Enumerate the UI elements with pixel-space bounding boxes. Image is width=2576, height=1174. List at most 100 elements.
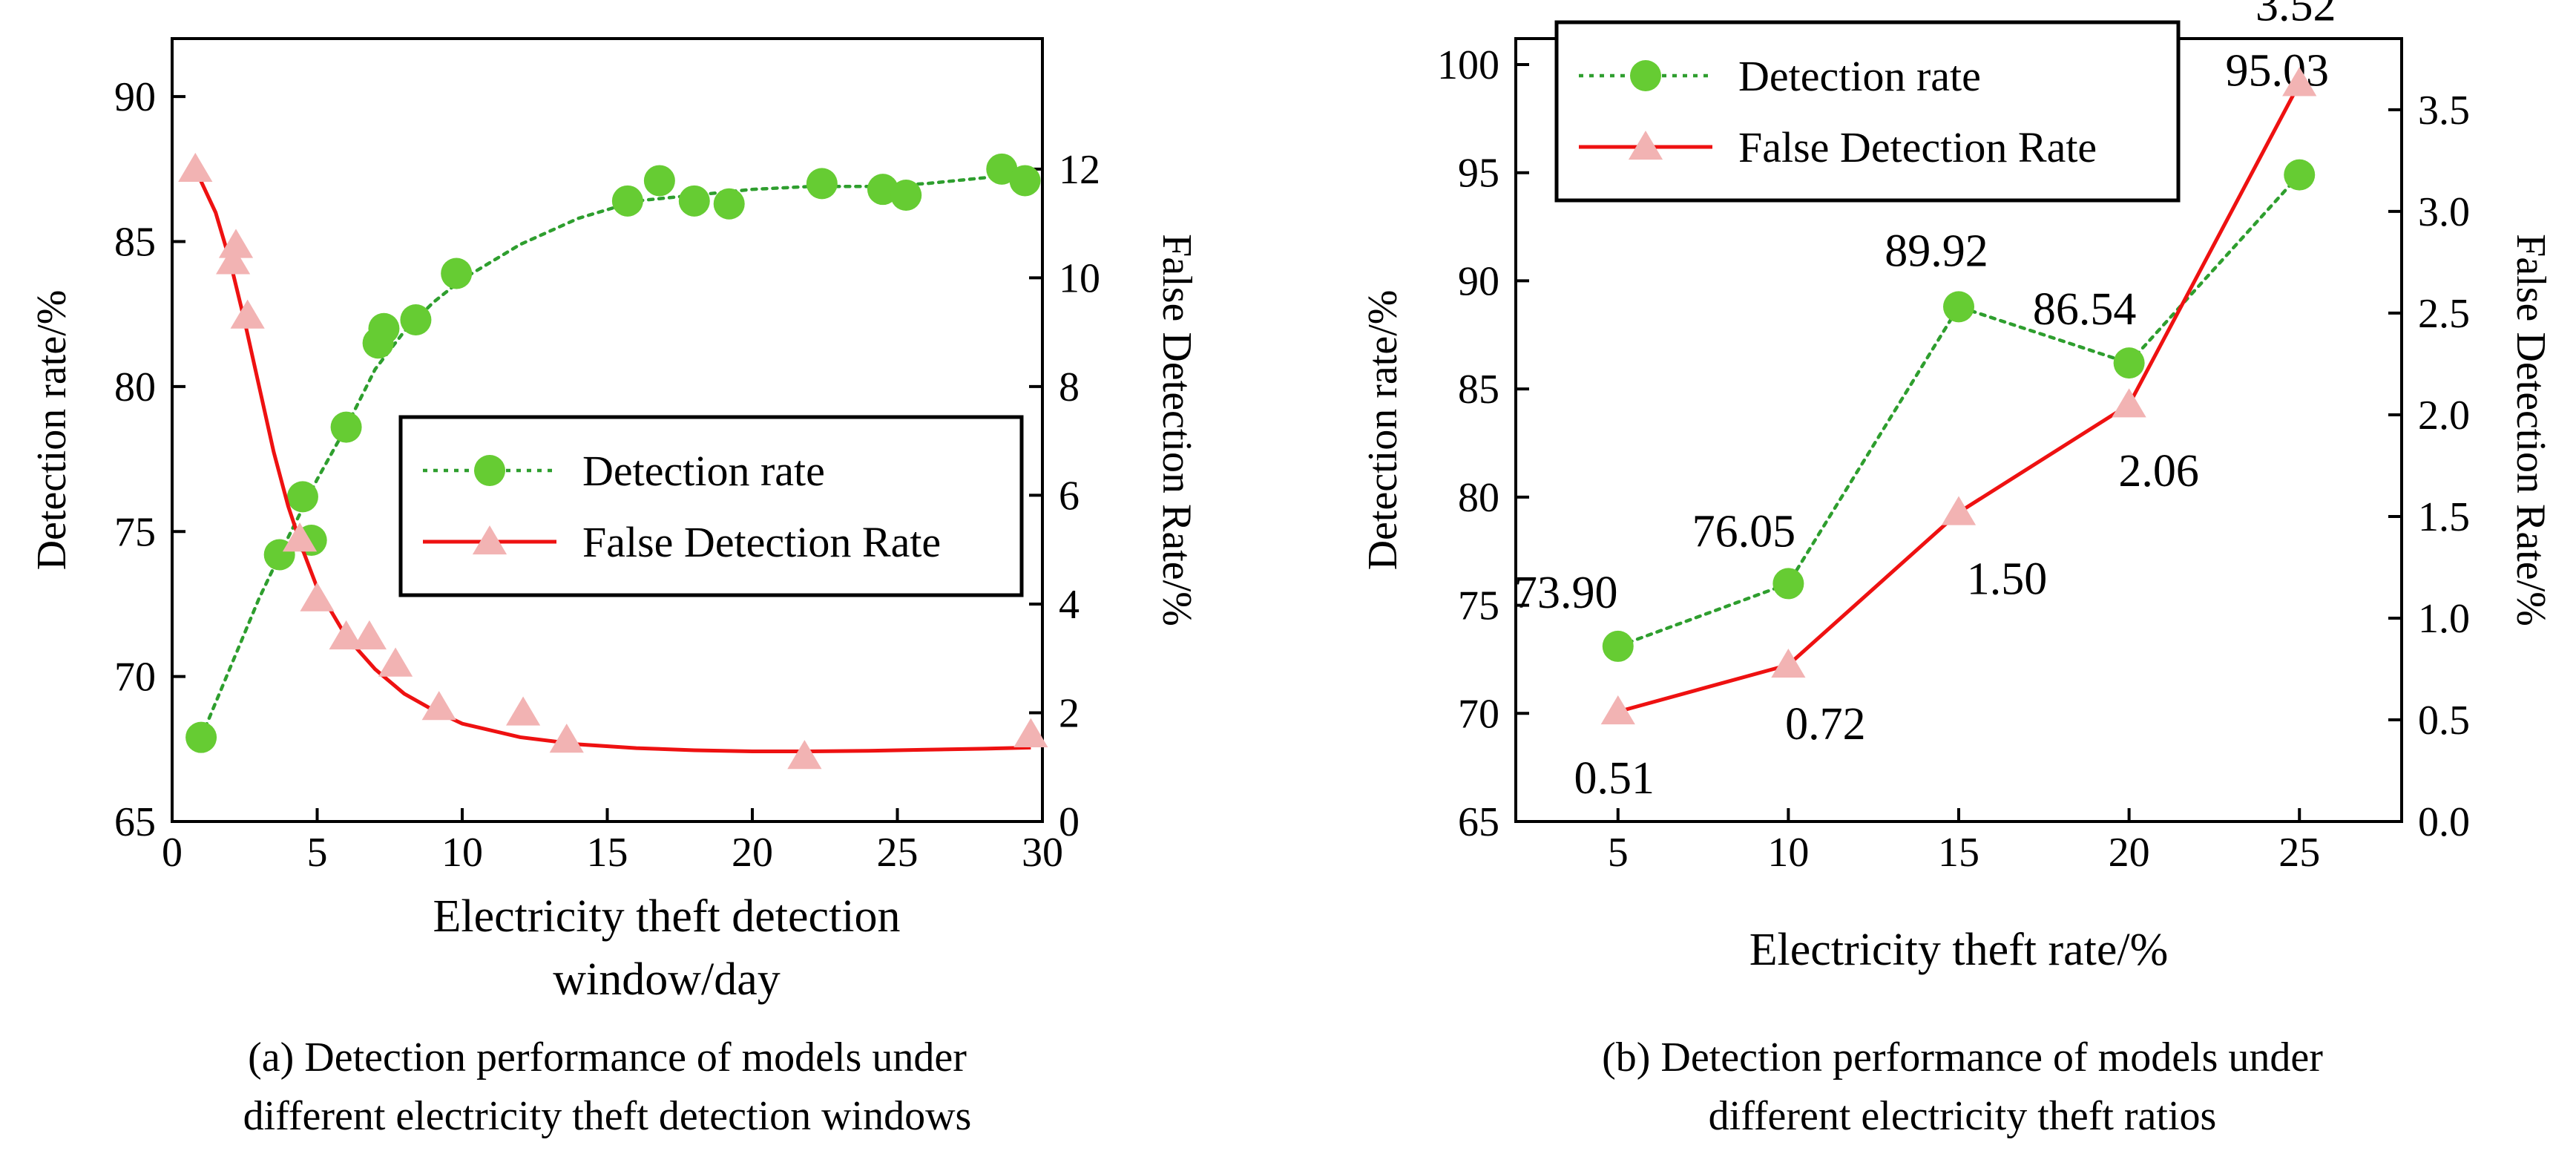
x-tick-label: 25: [877, 830, 919, 876]
chart-caption: different electricity theft detection wi…: [243, 1093, 972, 1139]
data-label: 0.51: [1574, 753, 1655, 804]
x-tick-label: 0: [162, 830, 183, 876]
data-label: 3.52: [2255, 0, 2336, 30]
x-axis-label: Electricity theft rate/%: [1749, 925, 2169, 975]
y2-tick-label: 8: [1059, 364, 1080, 410]
x-axis-label: window/day: [553, 954, 781, 1005]
x-tick-label: 5: [1608, 830, 1629, 876]
false-detection-rate-point: [787, 740, 822, 770]
x-tick-label: 5: [307, 830, 328, 876]
detection-rate-point: [2284, 159, 2316, 191]
chart-caption: (a) Detection performance of models unde…: [248, 1034, 967, 1080]
false-detection-rate-point: [1771, 649, 1806, 678]
x-tick-label: 15: [587, 830, 628, 876]
y2-tick-label: 1.0: [2418, 596, 2470, 642]
detection-rate-point: [1943, 291, 1974, 323]
detection-rate-point: [643, 165, 675, 197]
y2-axis-label: False Detection Rate/%: [2508, 234, 2554, 626]
y-axis-label: Detection rate/%: [1360, 290, 1406, 571]
chart-caption: (b) Detection performance of models unde…: [1602, 1034, 2323, 1080]
legend-false-marker: [472, 525, 507, 555]
y2-tick-label: 0: [1059, 799, 1080, 845]
x-tick-label: 30: [1022, 830, 1063, 876]
legend-detection-marker: [1630, 60, 1661, 91]
false-detection-rate-point: [230, 299, 265, 329]
y-tick-label: 65: [1458, 799, 1499, 845]
y2-tick-label: 2.5: [2418, 291, 2470, 337]
detection-rate-line: [199, 170, 1027, 739]
y-tick-label: 85: [114, 220, 156, 266]
y-tick-label: 90: [1458, 258, 1499, 304]
y2-axis-label: False Detection Rate/%: [1154, 234, 1200, 626]
y-tick-label: 85: [1458, 367, 1499, 413]
false-detection-rate-point: [282, 522, 318, 552]
detection-rate-point: [1772, 568, 1804, 600]
detection-rate-point: [1602, 630, 1634, 662]
y2-tick-label: 3.0: [2418, 189, 2470, 235]
false-detection-rate-point: [2112, 388, 2146, 418]
chart-panel-b: 5 10 15 20 25 65 70 75 80 85 90 95 100 0.0 0.5 1.0 1.5 2.…: [1360, 0, 2554, 1139]
y2-tick-label: 1.5: [2418, 494, 2470, 540]
legend-box: [1554, 20, 2181, 203]
detection-rate-point: [678, 185, 710, 217]
detection-rate-point: [400, 304, 432, 336]
y-tick-label: 100: [1437, 42, 1499, 88]
y-tick-label: 70: [114, 655, 156, 701]
detection-rate-point: [611, 185, 643, 217]
false-detection-rate-point: [1600, 695, 1635, 725]
legend-detection-marker: [474, 455, 505, 486]
x-tick-label: 15: [1938, 830, 1979, 876]
x-tick-label: 25: [2278, 830, 2320, 876]
false-detection-rate-point: [2282, 67, 2317, 96]
false-detection-rate-point: [378, 647, 413, 677]
data-label: 0.72: [1785, 699, 1866, 750]
x-tick-label: 10: [441, 830, 483, 876]
false-detection-rate-point: [300, 582, 335, 611]
y-tick-label: 75: [1458, 583, 1499, 629]
data-label: 2.06: [2118, 446, 2199, 496]
legend-label: Detection rate: [582, 447, 825, 495]
false-detection-rate-point: [216, 245, 251, 275]
y2-tick-label: 0.0: [2418, 799, 2470, 845]
y-tick-label: 95: [1458, 151, 1499, 197]
detection-rate-point: [2113, 347, 2145, 379]
data-label: 89.92: [1885, 226, 1988, 276]
y2-tick-label: 3.5: [2418, 88, 2470, 134]
data-label: 86.54: [2033, 284, 2137, 335]
y-axis-label: Detection rate/%: [29, 290, 75, 571]
detection-rate-point: [713, 188, 745, 220]
detection-rate-point: [185, 721, 217, 753]
legend-label: False Detection Rate: [582, 518, 941, 566]
y2-tick-label: 6: [1059, 473, 1080, 519]
detection-rate-point: [368, 312, 400, 344]
false-detection-rate-point: [1941, 496, 1977, 525]
detection-rate-point: [806, 168, 838, 200]
detection-rate-point: [986, 153, 1018, 185]
false-detection-rate-point: [178, 152, 213, 182]
x-axis-label: Electricity theft detection: [433, 891, 900, 942]
detection-rate-point: [1009, 165, 1041, 197]
y-tick-label: 80: [1458, 475, 1499, 521]
chart-panel-a: 0 5 10 15 20 25 30 65 70 75 80 85 90 0 2 4 6 8 10 12 Detecti…: [29, 37, 1200, 1139]
false-detection-rate-point: [506, 696, 541, 726]
y-tick-label: 70: [1458, 691, 1499, 737]
x-tick-label: 10: [1767, 830, 1809, 876]
detection-rate-point: [441, 258, 473, 289]
y2-tick-label: 2.0: [2418, 393, 2470, 439]
legend-false-marker: [1628, 131, 1663, 160]
chart-caption: different electricity theft ratios: [1709, 1093, 2217, 1139]
y2-tick-label: 2: [1059, 690, 1080, 736]
false-detection-rate-point: [352, 620, 387, 650]
data-label: 76.05: [1692, 506, 1796, 557]
data-label: 95.03: [2225, 46, 2329, 96]
detection-rate-point: [330, 411, 362, 443]
data-label: 73.90: [1514, 568, 1618, 618]
false-detection-rate-point: [549, 724, 584, 753]
y2-tick-label: 0.5: [2418, 698, 2470, 744]
y-tick-label: 90: [114, 74, 156, 120]
false-detection-rate-point: [329, 620, 364, 650]
false-detection-rate-point: [421, 691, 456, 721]
detection-rate-point: [286, 481, 318, 513]
y2-tick-label: 4: [1059, 582, 1080, 628]
